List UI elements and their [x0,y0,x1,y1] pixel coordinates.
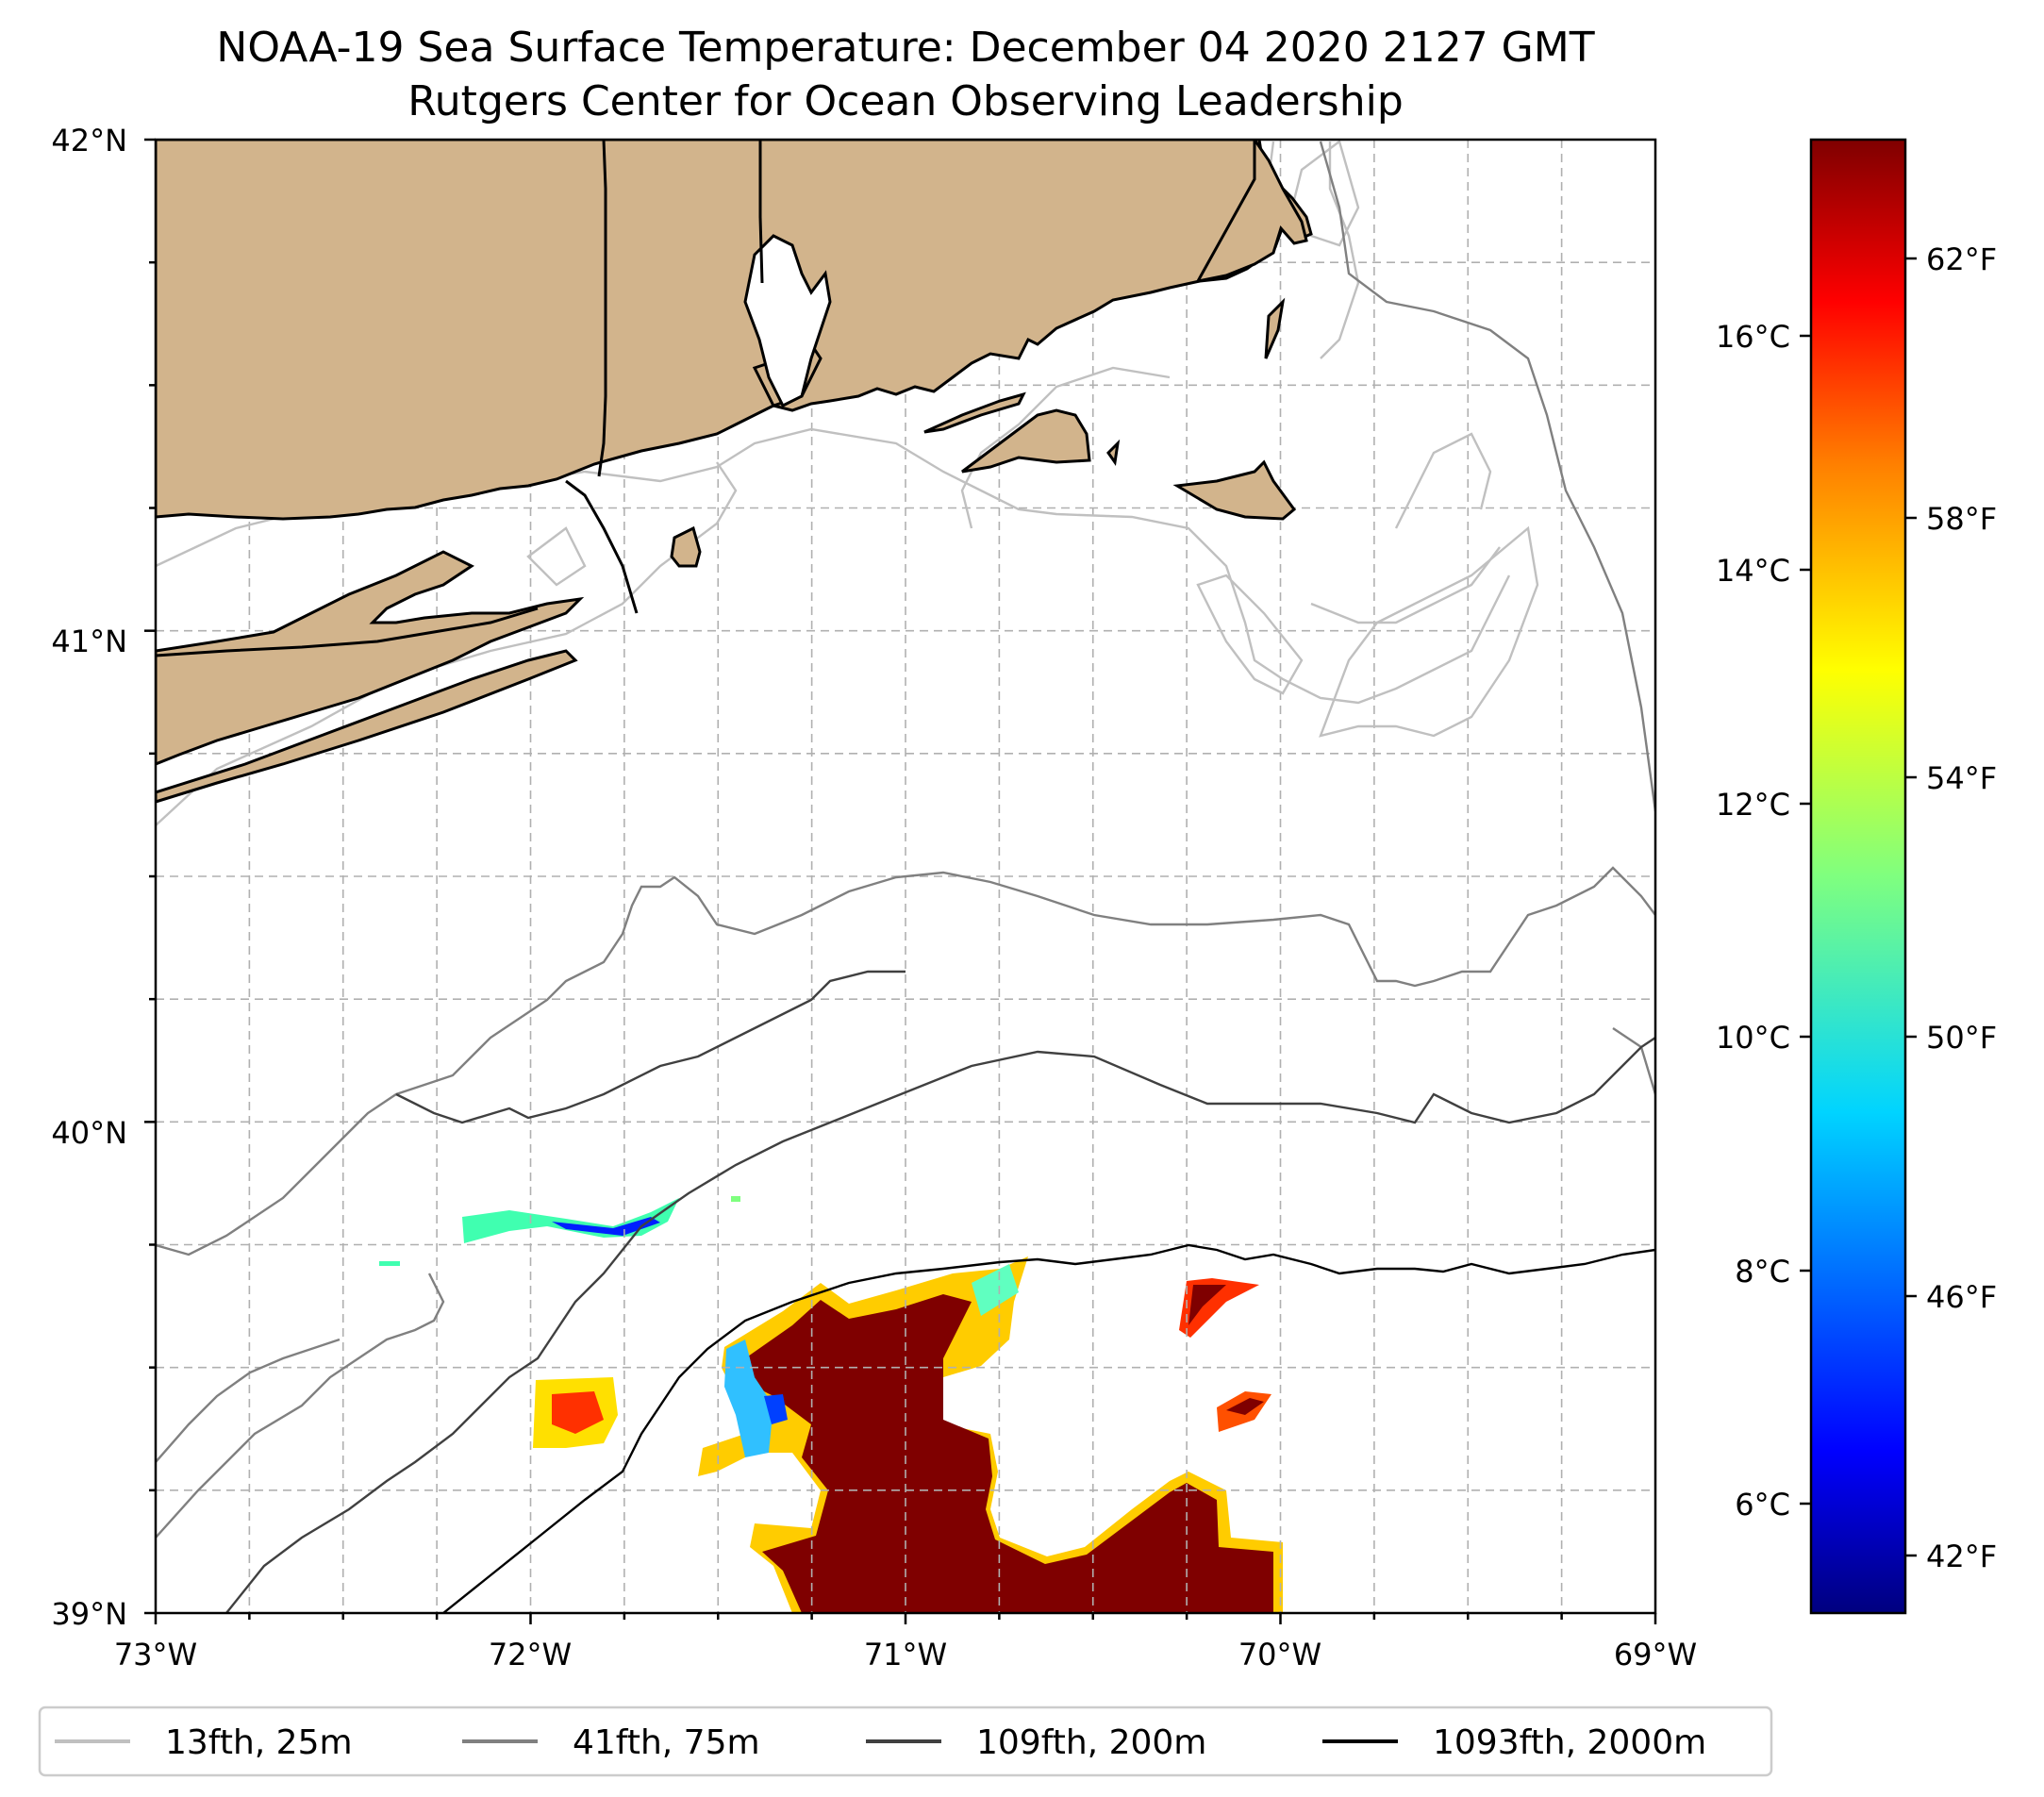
lon-label-73w: 73°W [114,1637,197,1672]
colorbar-c-16: 16°C [1716,319,1790,355]
lat-axis-labels: 42°N 41°N 40°N 39°N [51,123,127,1632]
lat-label-41n: 41°N [51,624,127,659]
map-subtitle: Rutgers Center for Ocean Observing Leade… [407,77,1404,125]
colorbar-f-42: 42°F [1926,1539,1997,1574]
lon-label-69w: 69°W [1614,1637,1697,1672]
sst-patch-west-blue [552,1217,660,1236]
sst-data [379,1196,1283,1613]
narragansett-bay [743,234,832,408]
sst-warm-core [745,1294,1273,1613]
lon-axis-labels: 73°W 72°W 71°W 70°W 69°W [114,1637,1697,1672]
sst-cool-spot-2 [764,1394,788,1424]
sst-cool-top [972,1264,1019,1316]
colorbar-f-50: 50°F [1926,1020,1997,1056]
sst-pixel [731,1196,740,1202]
cape-cod-tip [1264,297,1286,359]
sst-pixel [379,1261,400,1266]
axis-ticks [144,138,1657,1624]
legend-label-2000m: 1093fth, 2000m [1433,1723,1706,1762]
colorbar-f-46: 46°F [1926,1279,1997,1315]
lat-label-42n: 42°N [51,123,127,158]
map-title: NOAA-19 Sea Surface Temperature: Decembe… [216,24,1594,72]
lon-label-72w: 72°W [489,1637,572,1672]
marthas-vineyard [961,408,1091,474]
bay-water [743,234,832,408]
nantucket [1172,459,1297,521]
legend-label-200m: 109fth, 200m [976,1723,1206,1762]
colorbar-c-12: 12°C [1716,787,1790,823]
colorbar-c-8: 8°C [1735,1254,1790,1290]
isobath-75m [156,141,1655,1539]
colorbar-f-62: 62°F [1926,241,1997,277]
long-island [156,550,585,766]
long-island-south [156,649,578,804]
colorbar-celsius-ticks: 16°C 14°C 12°C 10°C 8°C 6°C [1716,319,1811,1522]
colorbar-c-10: 10°C [1716,1020,1790,1056]
legend-label-25m: 13fth, 25m [165,1723,353,1762]
lat-label-40n: 40°N [51,1115,127,1151]
legend: 13fth, 25m 41fth, 75m 109fth, 200m 1093f… [38,1705,1773,1777]
sst-cool-spot [724,1339,773,1457]
colorbar-c-6: 6°C [1735,1487,1790,1522]
colorbar-c-14: 14°C [1716,553,1790,589]
isobath-2000m [442,1243,1655,1613]
lon-label-71w: 71°W [864,1637,947,1672]
tuckernuck [1106,439,1121,466]
lon-label-70w: 70°W [1238,1637,1321,1672]
land [156,140,1313,804]
isobath-200m [225,970,1655,1613]
colorbar-gradient [1809,138,1907,1615]
legend-label-75m: 41fth, 75m [573,1723,760,1762]
sst-patch-east-core [1188,1285,1226,1325]
cape-cod [1195,140,1308,284]
lat-label-39n: 39°N [51,1596,127,1632]
sst-patch-east-2-core [1226,1398,1264,1415]
colorbar-f-58: 58°F [1926,501,1997,537]
sst-patch-small-core [552,1391,604,1434]
state-borders [156,140,764,657]
colorbar: 16°C 14°C 12°C 10°C 8°C 6°C 62°F 58°F 54… [1716,138,1997,1615]
block-island [670,525,702,568]
elizabeth-islands [923,391,1026,434]
map-area [156,140,1655,1613]
colorbar-fahrenheit-ticks: 62°F 58°F 54°F 50°F 46°F 42°F [1905,241,1997,1574]
colorbar-f-54: 54°F [1926,760,1997,796]
